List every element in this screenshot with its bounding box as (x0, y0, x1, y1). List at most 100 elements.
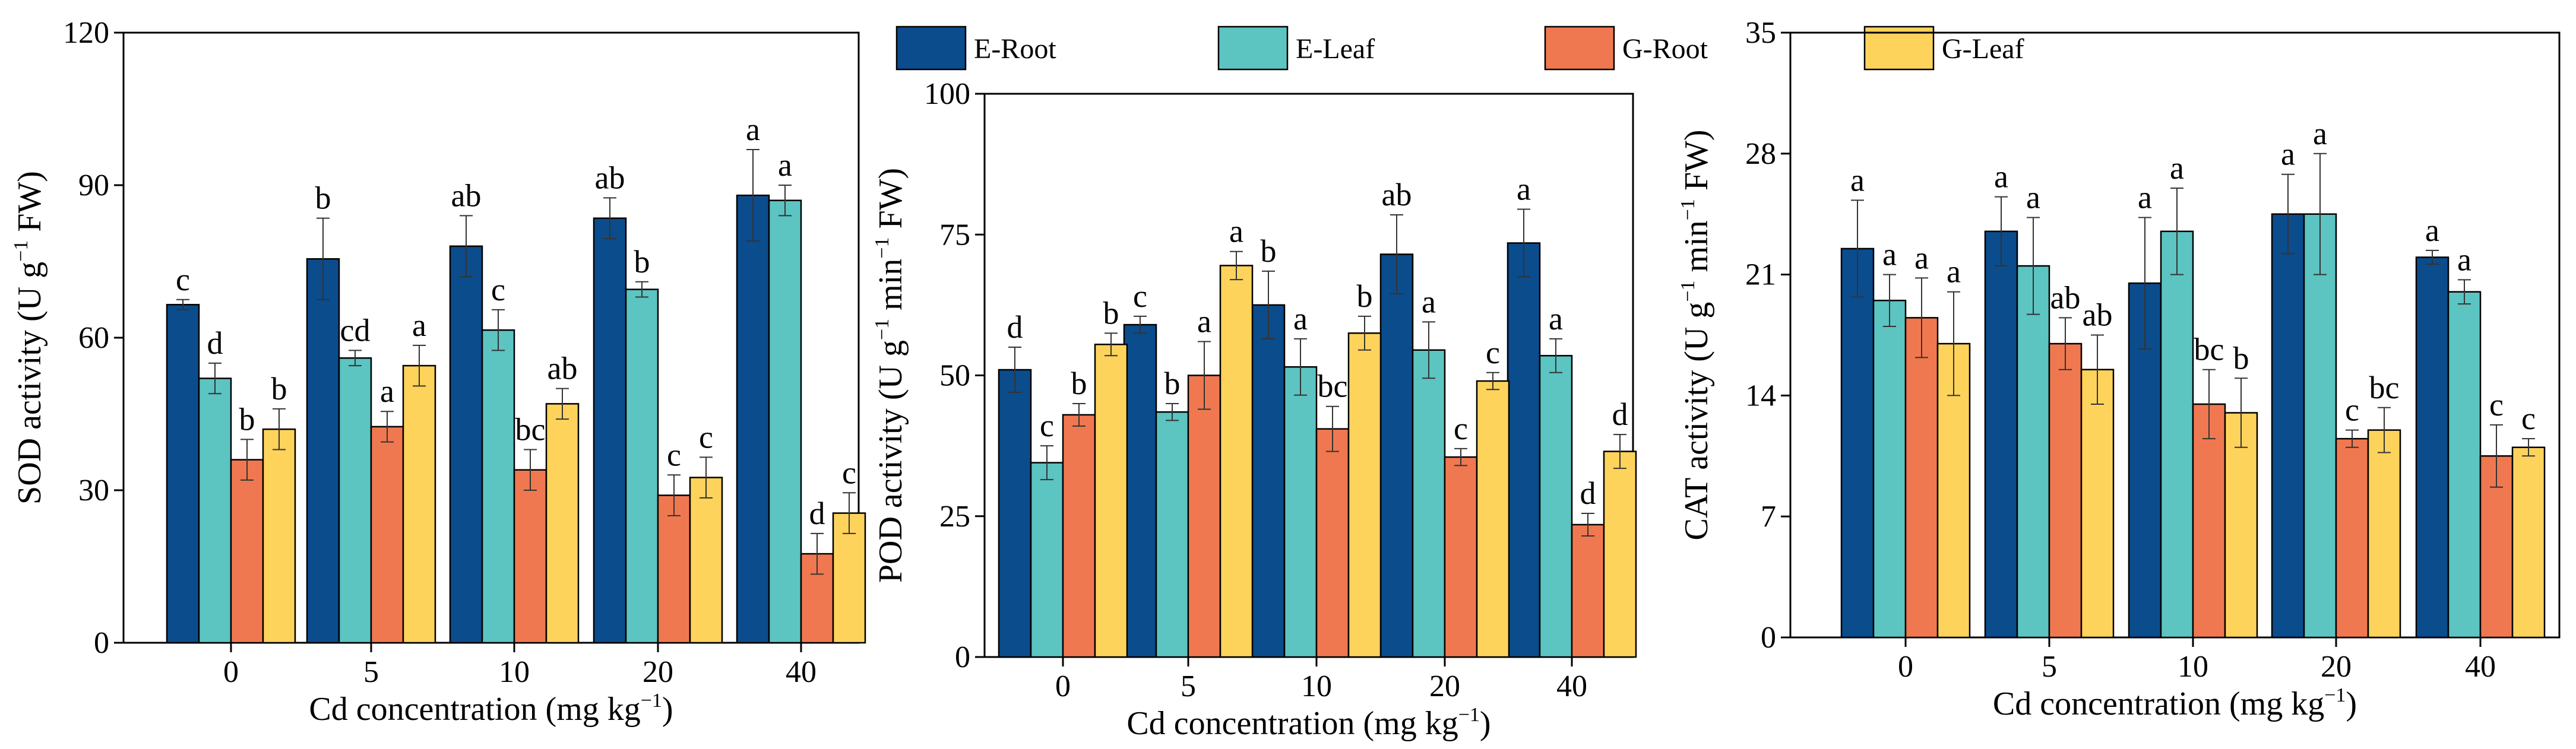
significance-label: c (2521, 401, 2536, 436)
significance-label: c (491, 272, 505, 307)
significance-label: cd (340, 312, 371, 348)
significance-label: ab (451, 177, 482, 213)
significance-label: a (778, 147, 792, 183)
significance-label: b (2233, 340, 2249, 376)
bar-e-root (998, 369, 1032, 658)
bar-g-root (1062, 414, 1096, 658)
significance-label: b (1357, 278, 1373, 314)
y-tick-label: 0 (1761, 621, 1776, 655)
significance-label: b (634, 244, 650, 280)
x-tick-label: 40 (786, 655, 817, 689)
x-tick-label: 5 (363, 655, 379, 689)
y-tick-label: 100 (924, 77, 970, 111)
significance-label: a (1914, 240, 1929, 275)
bar-g-leaf (689, 477, 723, 644)
bar-e-leaf (1155, 411, 1189, 658)
bar-g-leaf (2367, 429, 2401, 639)
x-tick-label: 20 (1429, 669, 1460, 703)
significance-label: b (271, 371, 287, 407)
significance-label: c (2489, 387, 2504, 423)
x-tick-label: 40 (1556, 669, 1587, 703)
significance-label: c (1133, 278, 1147, 314)
x-tick-label: 0 (1898, 650, 1913, 684)
bar-e-leaf (481, 329, 515, 644)
significance-label: c (1040, 408, 1054, 443)
significance-label: c (176, 262, 190, 297)
significance-label: c (699, 419, 713, 455)
bar-e-leaf (198, 377, 232, 644)
y-tick-label: 75 (939, 218, 970, 252)
significance-label: b (1164, 366, 1181, 401)
bar-e-root (1123, 323, 1157, 658)
y-tick-label: 30 (78, 474, 109, 507)
bar-g-leaf (2224, 412, 2258, 639)
bar-g-root (230, 459, 264, 644)
significance-label: ab (1382, 177, 1412, 212)
significance-label: b (1071, 366, 1087, 401)
y-tick-label: 50 (939, 359, 970, 393)
y-tick-label: 28 (1745, 137, 1776, 171)
legend-label: E-Leaf (1296, 33, 1375, 65)
significance-label: ab (2083, 297, 2113, 333)
y-tick-label: 21 (1745, 258, 1776, 292)
significance-label: a (1850, 162, 1865, 198)
significance-label: c (842, 455, 856, 490)
legend-label: E-Root (974, 33, 1056, 65)
bar-g-leaf (545, 403, 580, 644)
significance-label: a (746, 112, 760, 147)
significance-label: a (2457, 242, 2471, 277)
legend-swatch (1863, 26, 1935, 71)
y-axis-title: CAT activity (U g−1 min−1 FW) (1677, 130, 1715, 541)
bar-g-leaf (1603, 450, 1637, 658)
significance-label: a (2281, 137, 2295, 172)
significance-label: a (1229, 214, 1243, 249)
bar-g-root (657, 494, 691, 644)
bar-g-root (2048, 342, 2083, 639)
significance-label: b (315, 180, 331, 216)
bar-e-root (449, 245, 483, 644)
significance-label: a (2138, 180, 2152, 215)
legend-swatch (1544, 26, 1615, 71)
bar-e-leaf (338, 357, 372, 644)
bar-e-root (1379, 253, 1414, 658)
bar-e-root (306, 258, 340, 644)
bar-g-root (370, 426, 404, 644)
significance-label: c (1486, 335, 1500, 370)
significance-label: a (1293, 301, 1308, 337)
significance-label: bc (2369, 370, 2400, 405)
significance-label: d (809, 496, 825, 531)
y-axis-title: POD activity (U g−1 min−1 FW) (871, 168, 909, 583)
bar-e-root (1251, 304, 1286, 658)
bar-e-leaf (1412, 349, 1446, 658)
bar-e-leaf (1283, 366, 1318, 658)
bar-e-root (736, 194, 770, 644)
bar-g-leaf (832, 512, 866, 644)
y-tick-label: 90 (78, 169, 109, 202)
significance-label: a (2170, 150, 2184, 186)
bar-g-leaf (1219, 265, 1254, 658)
legend-item-e-leaf: E-Leaf (1217, 26, 1375, 71)
legend-item-e-root: E-Root (895, 26, 1056, 71)
bar-e-root (2415, 256, 2450, 639)
significance-label: a (1517, 172, 1531, 207)
bar-g-leaf (2080, 369, 2115, 639)
significance-label: c (667, 437, 681, 472)
significance-label: ab (595, 160, 625, 195)
significance-label: a (2026, 180, 2040, 215)
legend-label: G-Root (1622, 33, 1708, 65)
bar-e-root (2271, 213, 2305, 639)
significance-label: a (380, 373, 394, 409)
significance-label: b (239, 401, 255, 437)
significance-label: bc (1318, 369, 1348, 404)
bar-e-leaf (2447, 291, 2482, 639)
legend-swatch (1217, 26, 1289, 71)
significance-label: ab (548, 351, 578, 386)
bar-e-leaf (2016, 265, 2050, 639)
significance-label: d (1612, 396, 1628, 432)
y-tick-label: 35 (1745, 16, 1776, 50)
bar-g-root (1444, 456, 1478, 658)
x-tick-label: 0 (223, 655, 239, 689)
significance-label: a (1994, 159, 2008, 195)
significance-label: a (1947, 254, 1961, 290)
